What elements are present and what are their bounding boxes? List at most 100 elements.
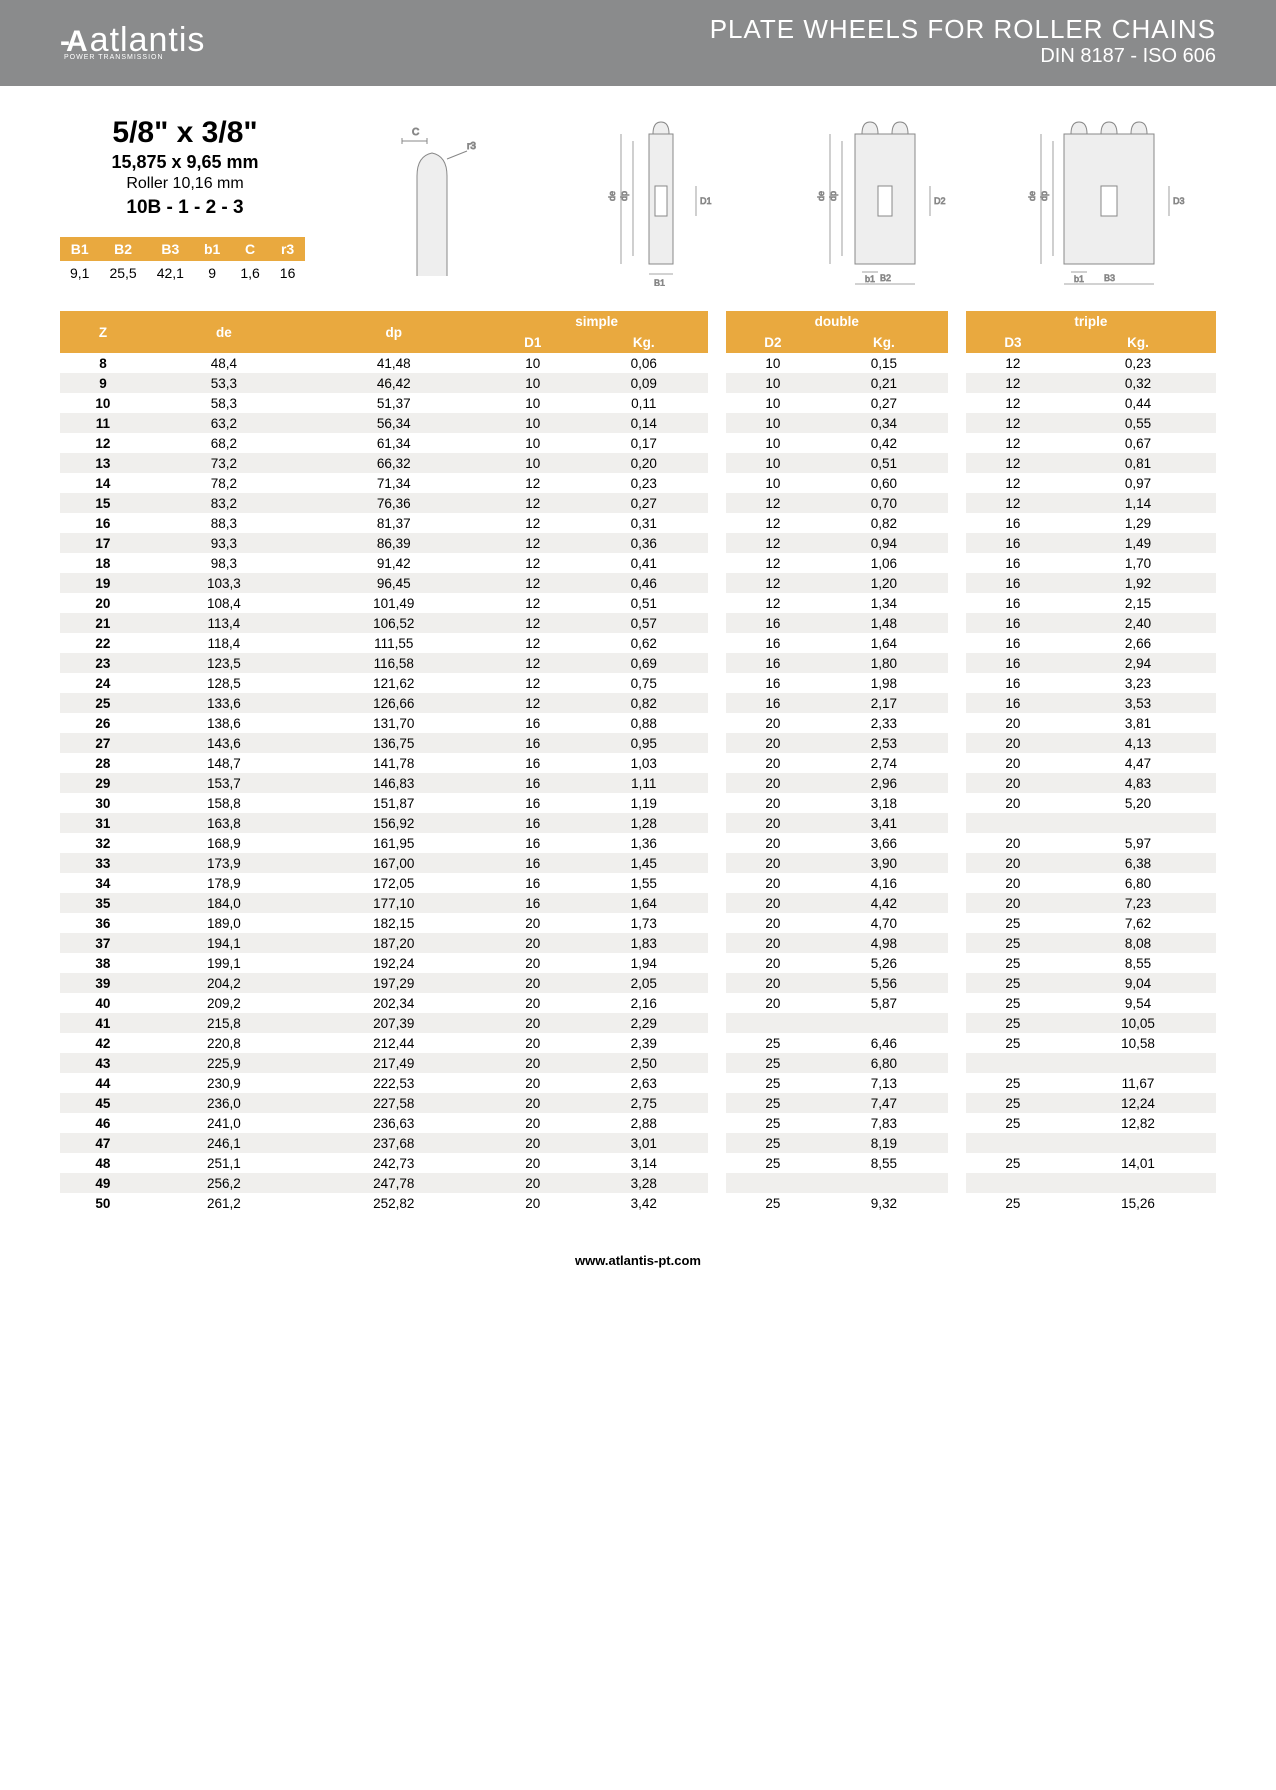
cell: 128,5 — [146, 673, 302, 693]
cell: 0,23 — [580, 473, 708, 493]
cell-z: 50 — [60, 1193, 146, 1213]
cell: 16 — [486, 773, 580, 793]
cell: 2,66 — [1060, 633, 1216, 653]
cell — [1060, 1053, 1216, 1073]
cell: 0,11 — [580, 393, 708, 413]
cell: 16 — [486, 733, 580, 753]
cell: 20 — [726, 753, 820, 773]
cell-z: 18 — [60, 553, 146, 573]
cell: 5,26 — [820, 953, 948, 973]
cell: 7,23 — [1060, 893, 1216, 913]
cell: 0,55 — [1060, 413, 1216, 433]
cell-z: 44 — [60, 1073, 146, 1093]
cell: 12 — [966, 473, 1060, 493]
cell: 5,87 — [820, 993, 948, 1013]
cell: 1,64 — [580, 893, 708, 913]
cell: 0,46 — [580, 573, 708, 593]
cell: 4,42 — [820, 893, 948, 913]
page-title: PLATE WHEELS FOR ROLLER CHAINS — [710, 14, 1216, 45]
cell: 9,32 — [820, 1193, 948, 1213]
cell: 16 — [966, 553, 1060, 573]
svg-text:D1: D1 — [700, 196, 712, 206]
cell: 12 — [486, 613, 580, 633]
cell: 0,51 — [820, 453, 948, 473]
cell: 12 — [966, 453, 1060, 473]
cell: 0,67 — [1060, 433, 1216, 453]
cell — [966, 1133, 1060, 1153]
cell: 9,54 — [1060, 993, 1216, 1013]
cell: 12,24 — [1060, 1093, 1216, 1113]
cell: 1,11 — [580, 773, 708, 793]
table-row: 33173,9167,00161,45203,90206,38 — [60, 853, 1216, 873]
cell: 20 — [486, 993, 580, 1013]
cell: 10 — [726, 453, 820, 473]
table-row: 40209,2202,34202,16205,87259,54 — [60, 993, 1216, 1013]
cell: 5,97 — [1060, 833, 1216, 853]
cell: 16 — [486, 813, 580, 833]
cell: 12 — [966, 413, 1060, 433]
cell: 61,34 — [302, 433, 486, 453]
cell: 215,8 — [146, 1013, 302, 1033]
cell: 5,56 — [820, 973, 948, 993]
cell-z: 17 — [60, 533, 146, 553]
cell-z: 8 — [60, 353, 146, 373]
top-section: 5/8" x 3/8" 15,875 x 9,65 mm Roller 10,1… — [60, 116, 1216, 286]
cell: 202,34 — [302, 993, 486, 1013]
cell: 12 — [486, 693, 580, 713]
cell: 20 — [486, 1153, 580, 1173]
col-kg3: Kg. — [1060, 332, 1216, 353]
diagram-simple: de dp D1 B1 — [554, 116, 768, 286]
cell: 20 — [486, 973, 580, 993]
col-d3: D3 — [966, 332, 1060, 353]
cell: 2,40 — [1060, 613, 1216, 633]
cell: 0,62 — [580, 633, 708, 653]
cell: 136,75 — [302, 733, 486, 753]
cell: 1,29 — [1060, 513, 1216, 533]
cell: 20 — [966, 873, 1060, 893]
cell: 16 — [486, 853, 580, 873]
cell: 156,92 — [302, 813, 486, 833]
logo-block: -A atlantis POWER TRANSMISSION — [60, 21, 205, 61]
cell: 3,14 — [580, 1153, 708, 1173]
cell-z: 45 — [60, 1093, 146, 1113]
cell-z: 9 — [60, 373, 146, 393]
cell: 10 — [486, 433, 580, 453]
svg-text:r3: r3 — [467, 141, 476, 152]
cell: 20 — [486, 933, 580, 953]
table-row: 20108,4101,49120,51121,34162,15 — [60, 593, 1216, 613]
cell: 161,95 — [302, 833, 486, 853]
spec-block: 5/8" x 3/8" 15,875 x 9,65 mm Roller 10,1… — [60, 116, 310, 285]
cell: 20 — [486, 1033, 580, 1053]
cell — [726, 1173, 820, 1193]
cell: 3,66 — [820, 833, 948, 853]
cell: 25 — [726, 1193, 820, 1213]
cell: 20 — [726, 793, 820, 813]
cell: 1,83 — [580, 933, 708, 953]
header: -A atlantis POWER TRANSMISSION PLATE WHE… — [0, 0, 1276, 86]
cell: 25 — [726, 1073, 820, 1093]
table-row: 1373,266,32100,20100,51120,81 — [60, 453, 1216, 473]
cell: 131,70 — [302, 713, 486, 733]
cell-z: 36 — [60, 913, 146, 933]
cell: 172,05 — [302, 873, 486, 893]
cell: 46,42 — [302, 373, 486, 393]
cell: 247,78 — [302, 1173, 486, 1193]
cell: 0,75 — [580, 673, 708, 693]
table-row: 46241,0236,63202,88257,832512,82 — [60, 1113, 1216, 1133]
cell: 123,5 — [146, 653, 302, 673]
cell: 148,7 — [146, 753, 302, 773]
cell: 0,34 — [820, 413, 948, 433]
cell: 25 — [726, 1153, 820, 1173]
table-row: 41215,8207,39202,292510,05 — [60, 1013, 1216, 1033]
cell: 10 — [486, 373, 580, 393]
table-row: 38199,1192,24201,94205,26258,55 — [60, 953, 1216, 973]
cell-z: 39 — [60, 973, 146, 993]
col-kg2: Kg. — [820, 332, 948, 353]
cell: 167,00 — [302, 853, 486, 873]
cell: 116,58 — [302, 653, 486, 673]
cell-z: 42 — [60, 1033, 146, 1053]
cell: 4,16 — [820, 873, 948, 893]
cell: 0,57 — [580, 613, 708, 633]
cell: 2,63 — [580, 1073, 708, 1093]
cell: 8,08 — [1060, 933, 1216, 953]
